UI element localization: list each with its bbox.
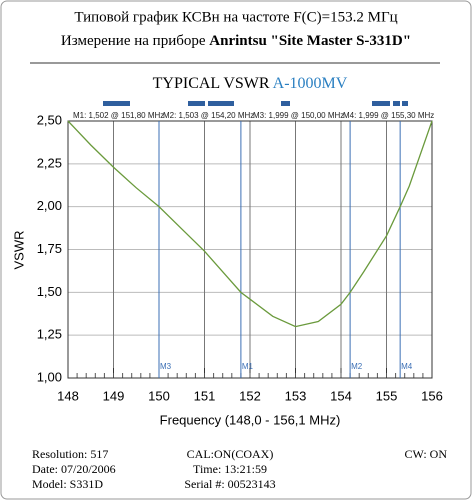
marker-readout: M2: 1,503 @ 154,20 MHz — [163, 111, 254, 120]
header-line2: Измерение на приборе Anrintsu "Site Mast… — [61, 33, 411, 49]
x-tick-label: 149 — [103, 388, 125, 403]
x-tick-label: 150 — [148, 388, 170, 403]
y-tick-label: 2,25 — [37, 155, 62, 170]
footer-serial: Serial #: 00523143 — [184, 477, 275, 491]
y-tick-label: 2,00 — [37, 198, 62, 213]
indicator — [103, 101, 130, 106]
footer-cw: CW: ON — [404, 447, 447, 461]
header-prefix: Измерение на приборе — [61, 33, 206, 49]
marker-indicators — [103, 101, 408, 106]
marker-readout: M1: 1,502 @ 151,80 MHz — [73, 111, 164, 120]
indicator — [281, 101, 290, 106]
y-tick-label: 1,75 — [37, 241, 62, 256]
footer-cal: CAL:ON(COAX) — [187, 447, 274, 461]
title-model: A-1000MV — [273, 75, 348, 92]
marker-readout: M3: 1,999 @ 150,00 MHz — [253, 111, 344, 120]
footer-date: Date: 07/20/2006 — [32, 462, 116, 476]
marker-readout: M4: 1,999 @ 155,30 MHz — [343, 111, 434, 120]
x-tick-label: 156 — [421, 388, 443, 403]
indicator — [393, 101, 400, 106]
x-tick-label: 148 — [57, 388, 79, 403]
x-tick-label: 152 — [239, 388, 261, 403]
y-tick-label: 1,00 — [37, 369, 62, 384]
y-tick-label: 1,25 — [37, 327, 62, 342]
y-tick-label: 1,50 — [37, 284, 62, 299]
x-tick-label: 151 — [194, 388, 216, 403]
x-tick-label: 154 — [330, 388, 352, 403]
x-tick-label: 155 — [376, 388, 398, 403]
footer-resolution: Resolution: 517 — [32, 447, 108, 461]
marker-name: M4 — [401, 362, 413, 371]
y-tick-label: 2,50 — [37, 112, 62, 127]
footer-time: Time: 13:21:59 — [193, 462, 267, 476]
title: TYPICAL VSWR — [153, 75, 270, 92]
footer: Resolution: 517 Date: 07/20/2006 Model: … — [32, 447, 447, 491]
marker-name: M2 — [351, 362, 363, 371]
marker-name: M1 — [242, 362, 254, 371]
y-axis-label: VSWR — [11, 231, 26, 270]
x-tick-label: 153 — [285, 388, 307, 403]
header-line1: Типовой график КСВн на частоте F(C)=153.… — [74, 9, 397, 25]
x-axis-label: Frequency (148,0 - 156,1 MHz) — [160, 412, 341, 427]
chart-title: TYPICAL VSWR A-1000MV — [153, 75, 348, 92]
indicator — [372, 101, 390, 106]
header-bold: Anrintsu "Site Master S-331D" — [209, 33, 411, 49]
vswr-curve — [67, 120, 433, 328]
footer-model: Model: S331D — [32, 477, 103, 491]
indicator — [188, 101, 205, 106]
plot-frame — [67, 120, 433, 379]
indicator — [402, 101, 408, 106]
marker-name: M3 — [160, 362, 172, 371]
indicator — [208, 101, 234, 106]
